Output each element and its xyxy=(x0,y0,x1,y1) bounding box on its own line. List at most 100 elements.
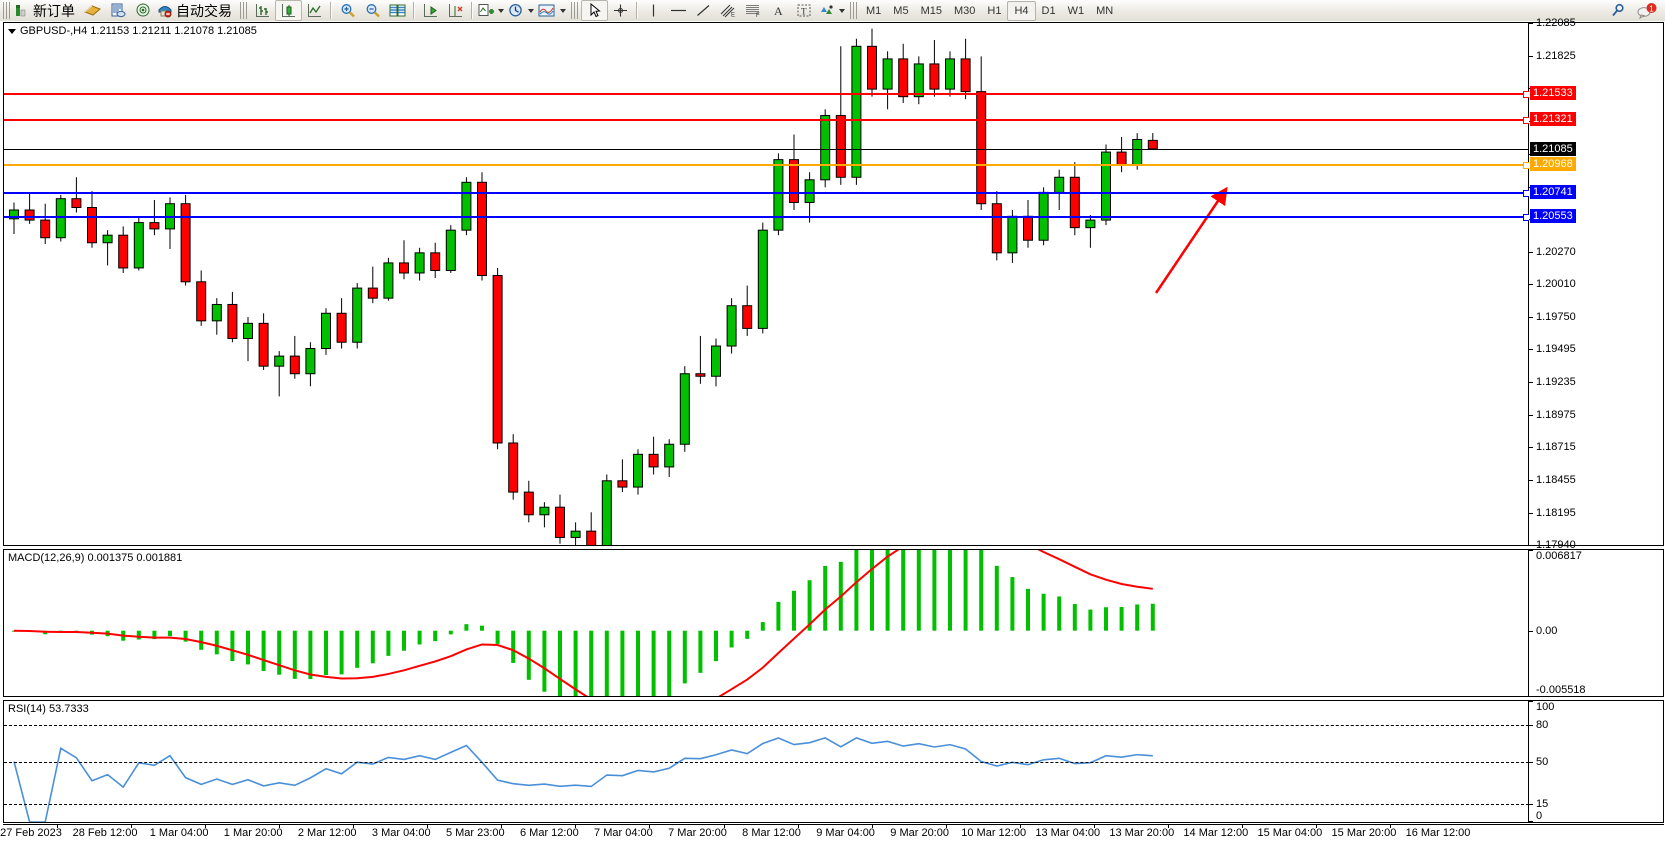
zoom-in-button[interactable] xyxy=(335,1,360,20)
macd-histogram-bar xyxy=(792,590,796,631)
price-tick xyxy=(1529,480,1533,482)
candle xyxy=(757,222,768,334)
candle xyxy=(1023,199,1033,248)
data-window-button[interactable] xyxy=(105,1,130,20)
data-grid-button[interactable] xyxy=(385,1,410,20)
time-axis-label: 2 Mar 12:00 xyxy=(297,827,357,839)
level-line-resistance[interactable] xyxy=(4,117,1529,125)
period-button[interactable] xyxy=(506,1,536,20)
scroll-end-button[interactable] xyxy=(418,1,443,20)
market-watch-button[interactable] xyxy=(80,1,105,20)
price-axis[interactable]: 1.22085 1.21825 1.20270 1.20010 1.19750 1.194… xyxy=(1528,17,1663,551)
macd-histogram-bar xyxy=(199,630,204,650)
templates-dropdown-caret[interactable] xyxy=(560,8,566,13)
radar-icon xyxy=(136,3,149,17)
indicator-dropdown-caret[interactable] xyxy=(498,8,504,13)
rsi-panel[interactable]: RSI(14) 53.7333 100 80 50 15 0 xyxy=(3,700,1664,823)
auto-scroll-icon xyxy=(422,3,439,19)
line-chart-button[interactable] xyxy=(302,1,327,20)
chart-menu-caret-icon[interactable] xyxy=(8,28,16,34)
candlestick-chart-button[interactable] xyxy=(275,0,302,21)
price-tag-support: 1.20553 xyxy=(1530,208,1576,223)
macd-histogram-bar xyxy=(994,565,999,631)
macd-histogram-bar xyxy=(698,630,703,673)
macd-histogram-bar xyxy=(760,622,765,631)
fibonacci-button[interactable]: F xyxy=(741,1,766,20)
candle xyxy=(321,308,331,355)
time-axis-label: 13 Mar 04:00 xyxy=(1035,827,1101,839)
chart-area[interactable]: GBPUSD-,H4 1.21153 1.21211 1.21078 1.210… xyxy=(0,17,1665,841)
macd-histogram-bar xyxy=(324,630,328,676)
macd-histogram-bar xyxy=(339,630,344,675)
macd-histogram-bar xyxy=(854,550,859,631)
macd-histogram-bar xyxy=(214,630,219,655)
timeframe-m15[interactable]: M15 xyxy=(920,4,942,17)
trendline-button[interactable] xyxy=(691,1,716,20)
time-axis-separator xyxy=(131,824,133,828)
candle xyxy=(960,38,971,100)
timeframe-mn[interactable]: MN xyxy=(1096,4,1114,17)
new-order-button[interactable]: 新订单 xyxy=(13,1,80,20)
horizontal-line-button[interactable] xyxy=(666,1,691,20)
text-button[interactable]: A xyxy=(766,1,791,20)
channel-icon: E xyxy=(720,4,735,18)
level-line-handle[interactable] xyxy=(1523,90,1529,98)
price-plot[interactable] xyxy=(4,23,1529,545)
notifications-button[interactable]: 1 xyxy=(1634,1,1659,20)
level-line-pivot[interactable] xyxy=(4,161,1529,169)
time-axis-label: 16 Mar 12:00 xyxy=(1405,827,1471,839)
chart-shift-button[interactable] xyxy=(443,1,468,20)
add-indicator-button[interactable] xyxy=(476,1,506,20)
text-label-icon: T xyxy=(797,4,810,17)
equidistant-channel-button[interactable]: E xyxy=(716,1,741,20)
arrows-dropdown-caret[interactable] xyxy=(839,8,845,13)
vertical-line-button[interactable] xyxy=(641,1,666,20)
text-label-button[interactable]: T xyxy=(791,1,816,20)
timeframe-d1[interactable]: D1 xyxy=(1041,4,1056,17)
timeframe-grip[interactable] xyxy=(850,2,857,19)
zoom-out-button[interactable] xyxy=(360,1,385,20)
auto-trading-button[interactable]: 自动交易 xyxy=(155,1,237,20)
macd-histogram-bar xyxy=(417,630,422,645)
time-axis-label: 10 Mar 12:00 xyxy=(961,827,1027,839)
timeframe-h1[interactable]: H1 xyxy=(987,4,1002,17)
level-line-handle[interactable] xyxy=(1523,213,1529,221)
level-line-resistance[interactable] xyxy=(4,90,1529,98)
new-order-icon xyxy=(16,5,26,17)
timeframe-m5[interactable]: M5 xyxy=(893,4,909,17)
price-panel[interactable]: GBPUSD-,H4 1.21153 1.21211 1.21078 1.210… xyxy=(3,17,1664,551)
chart-toolbar-grip[interactable] xyxy=(240,2,247,19)
level-line-last-price[interactable] xyxy=(4,148,1529,150)
crosshair-button[interactable] xyxy=(608,1,633,20)
time-axis-separator xyxy=(1241,824,1243,828)
period-dropdown-caret[interactable] xyxy=(528,8,534,13)
arrows-button[interactable] xyxy=(816,1,847,20)
macd-histogram-bar xyxy=(558,630,562,696)
templates-button[interactable] xyxy=(536,1,568,20)
cursor-button[interactable] xyxy=(581,0,608,21)
rsi-tick-label: 100 xyxy=(1536,701,1555,713)
bar-chart-button[interactable] xyxy=(250,1,275,20)
timeframe-m30[interactable]: M30 xyxy=(953,4,976,17)
level-line-support[interactable] xyxy=(4,213,1529,221)
expert-advisor-icon xyxy=(158,6,172,18)
candlestick-icon xyxy=(280,3,297,19)
candle xyxy=(726,298,737,354)
timeframe-w1[interactable]: W1 xyxy=(1067,4,1085,17)
rsi-tick-label: 15 xyxy=(1536,797,1549,810)
navigator-button[interactable] xyxy=(130,1,155,20)
timeframe-h4[interactable]: H4 xyxy=(1007,0,1036,21)
toolbar-grip[interactable] xyxy=(3,2,10,19)
macd-panel[interactable]: MACD(12,26,9) 0.001375 0.001881 0.006817… xyxy=(3,549,1664,697)
level-line-support[interactable] xyxy=(4,190,1529,198)
time-axis-separator xyxy=(1315,824,1317,828)
zoom-in-icon xyxy=(341,4,355,18)
text-icon: A xyxy=(774,4,783,18)
time-axis[interactable]: 27 Feb 2023 28 Feb 12:00 1 Mar 04:00 1 Mar … xyxy=(0,824,1664,841)
search-button[interactable] xyxy=(1605,1,1630,20)
level-line-handle[interactable] xyxy=(1523,161,1529,169)
level-line-handle[interactable] xyxy=(1523,190,1529,198)
line-studies-grip[interactable] xyxy=(571,2,578,19)
level-line-handle[interactable] xyxy=(1523,117,1529,125)
timeframe-m1[interactable]: M1 xyxy=(866,4,882,17)
